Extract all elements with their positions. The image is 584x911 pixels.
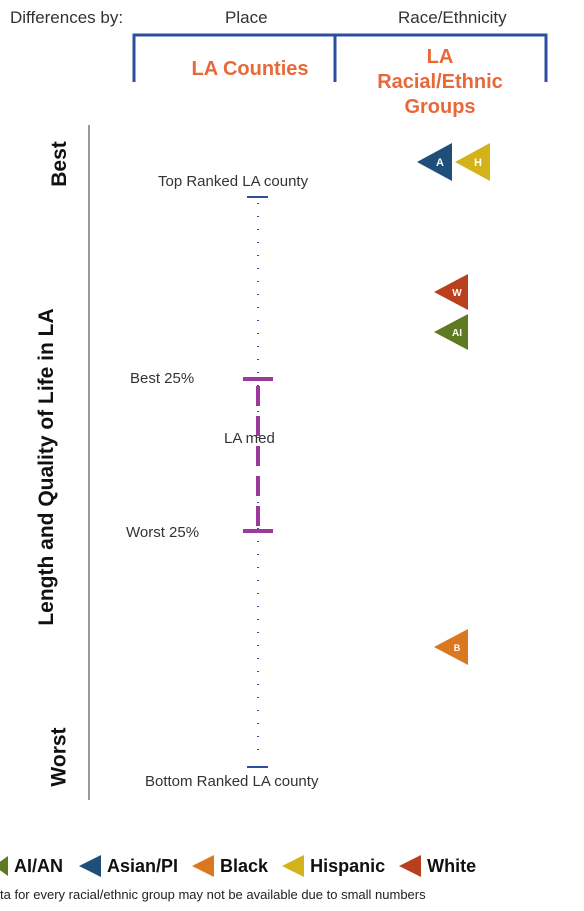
legend-item-ai-an: AI/AN (0, 855, 63, 877)
legend-asian-pi-icon (79, 855, 101, 877)
svg-text:AI: AI (452, 328, 462, 339)
legend-ai-an-label: AI/AN (14, 855, 63, 876)
marker-black: B (434, 629, 468, 665)
worst25-label: Worst 25% (126, 524, 200, 541)
svg-text:B: B (454, 643, 461, 653)
legend-hispanic-icon (282, 855, 305, 877)
marker-hispanic: H (455, 143, 490, 181)
svg-text:W: W (452, 288, 462, 299)
legend: AI/AN Asian/PI Black Hispanic White (0, 852, 584, 880)
left-axis-line (88, 125, 90, 800)
la-groups-title: LA Racial/Ethnic Groups (377, 46, 503, 118)
legend-white-label: White (427, 855, 477, 876)
header-bracket (132, 33, 548, 82)
legend-hispanic-label: Hispanic (310, 855, 386, 876)
marker-white: W (434, 274, 468, 310)
legend-item-black: Black (192, 855, 268, 877)
best25-label: Best 25% (130, 370, 195, 387)
median-label: LA med (224, 430, 275, 447)
legend-ai-an-icon (0, 856, 8, 876)
legend-item-hispanic: Hispanic (282, 855, 385, 877)
legend-white-icon (399, 855, 422, 877)
place-header: Place (225, 8, 268, 27)
bottom-ranked-label: Bottom Ranked LA county (145, 773, 319, 790)
footnote: ta for every racial/ethnic group may not… (0, 887, 426, 902)
differences-by-label: Differences by: (10, 8, 124, 27)
la-counties-title: LA Counties (191, 58, 309, 80)
legend-black-icon (192, 855, 215, 877)
svg-text:H: H (474, 157, 482, 169)
legend-item-asian-pi: Asian/PI (79, 855, 178, 877)
legend-black-label: Black (220, 855, 269, 876)
marker-asian-pi: A (417, 143, 452, 181)
legend-item-white: White (399, 855, 476, 877)
top-ranked-label: Top Ranked LA county (158, 173, 309, 190)
marker-ai-an: AI (434, 314, 468, 350)
race-header: Race/Ethnicity (398, 8, 507, 27)
svg-text:A: A (436, 157, 444, 169)
legend-asian-pi-label: Asian/PI (107, 855, 179, 876)
